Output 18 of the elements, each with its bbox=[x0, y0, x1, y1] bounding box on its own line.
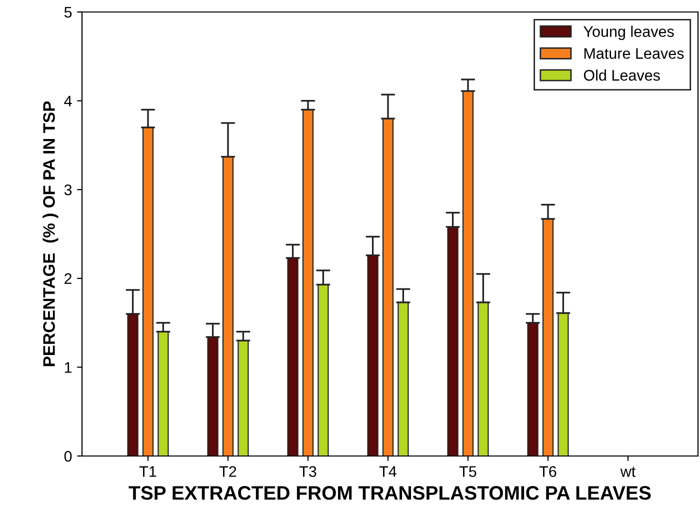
legend-label: Mature Leaves bbox=[584, 48, 684, 59]
y-tick-label: 0 bbox=[64, 450, 72, 462]
legend-label: Young leaves bbox=[584, 26, 674, 40]
x-tick-label: T5 bbox=[459, 466, 476, 477]
x-tick-label: T4 bbox=[379, 466, 396, 477]
y-tick-label: 3 bbox=[64, 184, 72, 196]
legend-label: Old Leaves bbox=[584, 70, 660, 81]
y-tick-label: 5 bbox=[64, 7, 72, 18]
y-tick-label: 1 bbox=[64, 362, 72, 373]
x-axis-title: TSP EXTRACTED FROM TRANSPLASTOMIC PA LEAVES bbox=[128, 486, 651, 500]
x-tick-label: T2 bbox=[219, 466, 236, 477]
x-tick-label: T6 bbox=[539, 466, 556, 477]
y-tick-label: 4 bbox=[64, 96, 72, 106]
y-tick-label: 2 bbox=[64, 273, 72, 284]
x-tick-label: T3 bbox=[299, 466, 316, 477]
x-tick-label: T1 bbox=[139, 466, 156, 477]
x-tick-label: wt bbox=[620, 466, 636, 477]
y-axis-title: PERCENTAGE (% ) OF PA IN TSP bbox=[42, 101, 58, 366]
